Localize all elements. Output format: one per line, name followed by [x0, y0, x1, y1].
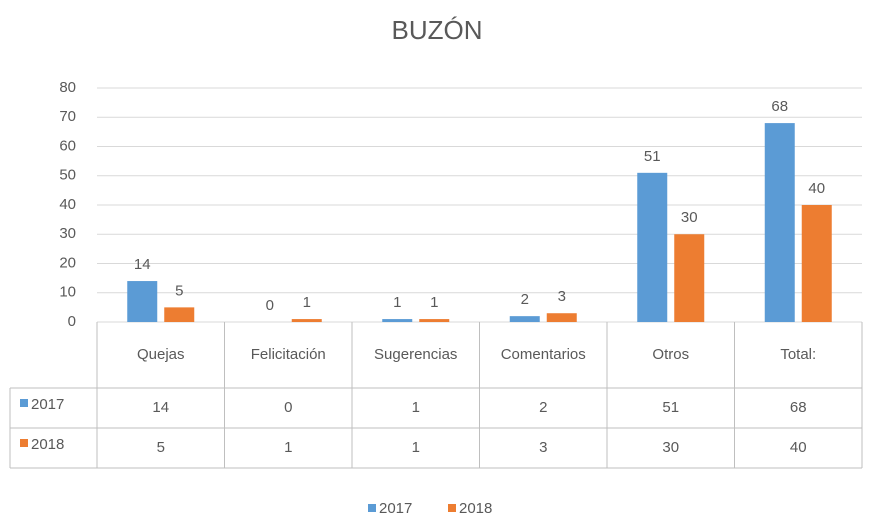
- data-label: 14: [134, 256, 151, 273]
- table-cell: 1: [412, 439, 420, 456]
- table-cell: 14: [152, 399, 169, 416]
- data-label: 1: [393, 294, 401, 311]
- bar: [764, 123, 795, 322]
- table-cell: 0: [284, 399, 292, 416]
- chart-title: BUZÓN: [392, 15, 483, 45]
- y-tick-label: 50: [59, 167, 76, 184]
- bar: [127, 281, 158, 322]
- row-label: 2018: [31, 436, 64, 453]
- y-tick-label: 20: [59, 254, 76, 271]
- data-label: 51: [644, 148, 661, 165]
- y-tick-label: 60: [59, 137, 76, 154]
- legend-swatch: [448, 504, 456, 512]
- bar: [164, 307, 195, 322]
- legend-swatch: [368, 504, 376, 512]
- row-label: 2017: [31, 396, 64, 413]
- bar: [546, 313, 577, 322]
- data-label: 2: [521, 291, 529, 308]
- table-cell: 5: [157, 439, 165, 456]
- legend-swatch: [20, 439, 28, 447]
- data-label: 40: [808, 180, 825, 197]
- y-tick-label: 40: [59, 196, 76, 213]
- table-cell: 1: [412, 399, 420, 416]
- table-cell: 68: [790, 399, 807, 416]
- legend-label: 2017: [379, 500, 412, 517]
- y-tick-label: 0: [68, 313, 76, 330]
- data-label: 3: [558, 288, 566, 305]
- y-tick-label: 80: [59, 79, 76, 96]
- table-cell: 40: [790, 439, 807, 456]
- table-cell: 1: [284, 439, 292, 456]
- data-label: 5: [175, 282, 183, 299]
- y-tick-label: 30: [59, 225, 76, 242]
- legend-label: 2018: [459, 500, 492, 517]
- data-label: 1: [430, 294, 438, 311]
- bar: [509, 316, 540, 322]
- x-tick-label: Comentarios: [500, 346, 586, 363]
- table-cell: 51: [662, 399, 679, 416]
- x-tick-label: Sugerencias: [374, 346, 458, 363]
- x-tick-label: Quejas: [136, 346, 185, 363]
- y-tick-label: 70: [59, 108, 76, 125]
- bar: [674, 234, 705, 322]
- x-tick-label: Felicitación: [250, 346, 326, 363]
- bar: [382, 319, 413, 322]
- data-label: 1: [303, 294, 311, 311]
- x-tick-label: Otros: [652, 346, 690, 363]
- legend-swatch: [20, 399, 28, 407]
- table-cell: 3: [539, 439, 547, 456]
- bar: [637, 172, 668, 322]
- table-cell: 30: [662, 439, 679, 456]
- data-label: 0: [266, 297, 274, 314]
- bar: [291, 319, 322, 322]
- table-cell: 2: [539, 399, 547, 416]
- bar: [419, 319, 450, 322]
- x-tick-label: Total:: [780, 346, 817, 363]
- y-tick-label: 10: [59, 284, 76, 301]
- bar: [801, 205, 832, 322]
- data-label: 68: [771, 98, 788, 115]
- data-label: 30: [681, 209, 698, 226]
